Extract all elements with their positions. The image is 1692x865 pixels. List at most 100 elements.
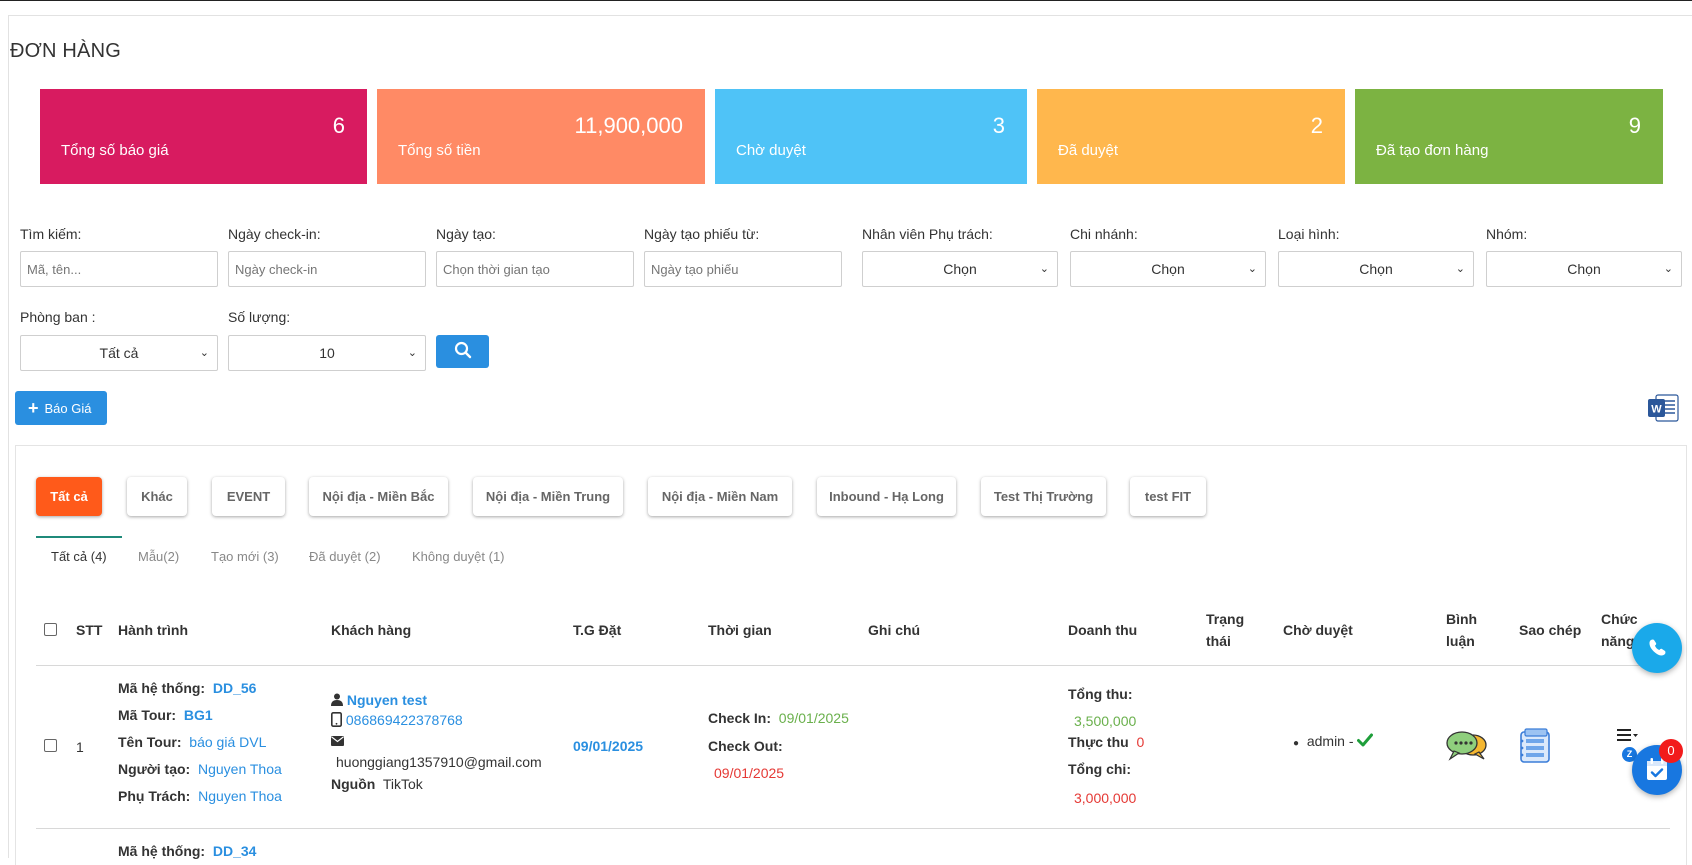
customer-name-link[interactable]: Nguyen test bbox=[346, 692, 428, 708]
category-tab-inbound-halong[interactable]: Inbound - Hạ Long bbox=[817, 477, 956, 516]
actual-income: Thực thu 0 bbox=[1068, 734, 1145, 750]
check-in-date: 09/01/2025 bbox=[778, 710, 849, 726]
category-tab-test-fit[interactable]: test FIT bbox=[1130, 477, 1206, 516]
group-select[interactable]: Chọn ⌄ bbox=[1486, 251, 1682, 287]
quantity-label: Số lượng: bbox=[228, 309, 291, 325]
tour-code-link[interactable]: BG1 bbox=[183, 707, 213, 723]
ticket-date-label: Ngày tạo phiếu từ: bbox=[644, 226, 760, 242]
actual-income-value: 0 bbox=[1136, 734, 1145, 750]
header-functions: Chức năng bbox=[1601, 608, 1638, 652]
stat-card-orders-created: 9 Đã tạo đơn hàng bbox=[1355, 89, 1663, 184]
ticket-date-input[interactable] bbox=[644, 251, 842, 287]
in-charge-link[interactable]: Nguyen Thoa bbox=[198, 788, 282, 804]
check-icon bbox=[1357, 733, 1374, 747]
add-quote-label: Báo Giá bbox=[44, 401, 92, 416]
row-divider bbox=[36, 828, 1670, 829]
status-tab-template[interactable]: Mẫu(2) bbox=[138, 549, 180, 564]
header-status: Trạng thái bbox=[1206, 608, 1244, 652]
customer-email-icon-line bbox=[331, 731, 344, 751]
search-button[interactable] bbox=[436, 335, 489, 368]
header-status-line1: Trạng bbox=[1206, 611, 1245, 627]
header-route: Hành trình bbox=[118, 622, 188, 638]
zalo-icon[interactable]: Z bbox=[1622, 747, 1637, 762]
header-stt: STT bbox=[76, 622, 103, 638]
customer-email: huonggiang1357910@gmail.com bbox=[336, 754, 542, 770]
header-booking-time: T.G Đặt bbox=[573, 622, 622, 638]
type-select[interactable]: Chọn ⌄ bbox=[1278, 251, 1474, 287]
header-comment: Bình luận bbox=[1446, 608, 1477, 652]
total-income-value: 3,500,000 bbox=[1074, 713, 1137, 729]
stat-card-pending: 3 Chờ duyệt bbox=[715, 89, 1027, 184]
system-code-link[interactable]: DD_34 bbox=[212, 843, 257, 859]
creator-link[interactable]: Nguyen Thoa bbox=[197, 761, 282, 777]
search-input[interactable] bbox=[20, 251, 218, 287]
header-copy: Sao chép bbox=[1519, 622, 1582, 638]
copy-icon[interactable] bbox=[1519, 728, 1553, 764]
header-customer: Khách hàng bbox=[331, 622, 412, 638]
chevron-down-icon: ⌄ bbox=[1247, 263, 1257, 275]
stat-value: 11,900,000 bbox=[574, 113, 683, 138]
status-tab-all[interactable]: Tất cả (4) bbox=[51, 549, 107, 564]
group-select-value: Chọn bbox=[1567, 261, 1601, 277]
select-all-checkbox[interactable] bbox=[44, 623, 57, 636]
envelope-icon bbox=[331, 736, 344, 746]
search-icon bbox=[454, 341, 471, 359]
stat-value: 3 bbox=[992, 113, 1005, 138]
calendar-button[interactable] bbox=[1632, 745, 1682, 795]
status-tab-rejected[interactable]: Không duyệt (1) bbox=[412, 549, 505, 564]
route-creator: Người tạo: Nguyen Thoa bbox=[118, 761, 282, 777]
user-icon bbox=[331, 693, 343, 706]
quantity-select[interactable]: 10 ⌄ bbox=[228, 335, 426, 371]
header-functions-line1: Chức bbox=[1601, 611, 1638, 627]
comment-icon[interactable] bbox=[1446, 730, 1488, 762]
stat-card-total-amount: 11,900,000 Tổng số tiền bbox=[377, 89, 705, 184]
customer-source: Nguồn TikTok bbox=[331, 776, 423, 792]
group-label: Nhóm: bbox=[1486, 226, 1528, 242]
customer-name: Nguyen test bbox=[331, 690, 427, 710]
word-export-icon[interactable]: W bbox=[1646, 393, 1680, 423]
category-tab-all[interactable]: Tất cả bbox=[36, 477, 102, 516]
tour-name-link[interactable]: báo giá DVL bbox=[189, 734, 267, 750]
branch-select[interactable]: Chọn ⌄ bbox=[1070, 251, 1266, 287]
approver-item: ● admin - bbox=[1293, 731, 1374, 754]
top-border bbox=[0, 0, 1692, 1]
route-system-code: Mã hệ thống: DD_34 bbox=[118, 843, 257, 859]
staff-select[interactable]: Chọn ⌄ bbox=[862, 251, 1058, 287]
header-note: Ghi chú bbox=[868, 622, 921, 638]
status-tab-approved[interactable]: Đã duyệt (2) bbox=[309, 549, 381, 564]
category-tab-other[interactable]: Khác bbox=[127, 477, 187, 516]
route-in-charge: Phụ Trách: Nguyen Thoa bbox=[118, 788, 282, 804]
route-tour-code: Mã Tour: BG1 bbox=[118, 707, 213, 723]
customer-phone-link[interactable]: 086869422378768 bbox=[345, 712, 463, 728]
add-quote-button[interactable]: + Báo Giá bbox=[15, 391, 107, 425]
approver-name: admin - bbox=[1306, 733, 1354, 749]
chevron-down-icon: ⌄ bbox=[1455, 263, 1465, 275]
call-button[interactable] bbox=[1632, 623, 1682, 673]
department-select[interactable]: Tất cả ⌄ bbox=[20, 335, 218, 371]
header-divider bbox=[36, 665, 1670, 666]
department-select-value: Tất cả bbox=[99, 345, 139, 361]
category-tab-domestic-north[interactable]: Nội địa - Miền Bắc bbox=[309, 477, 448, 516]
stat-label: Đã tạo đơn hàng bbox=[1376, 142, 1489, 159]
category-tab-event[interactable]: EVENT bbox=[212, 477, 285, 516]
check-in: Check In: 09/01/2025 bbox=[708, 710, 849, 726]
created-date-input[interactable] bbox=[436, 251, 634, 287]
status-tab-new[interactable]: Tạo mới (3) bbox=[211, 549, 279, 564]
quotes-panel bbox=[15, 445, 1687, 865]
row-checkbox[interactable] bbox=[44, 739, 57, 752]
header-pending: Chờ duyệt bbox=[1283, 622, 1353, 638]
system-code-link[interactable]: DD_56 bbox=[212, 680, 257, 696]
active-tab-indicator bbox=[36, 536, 122, 538]
category-tab-domestic-central[interactable]: Nội địa - Miền Trung bbox=[473, 477, 623, 516]
checkin-input[interactable] bbox=[228, 251, 426, 287]
check-out-label: Check Out: bbox=[708, 738, 783, 754]
route-system-code: Mã hệ thống: DD_56 bbox=[118, 680, 257, 696]
phone-icon bbox=[1649, 639, 1666, 656]
bullet: ● bbox=[1293, 738, 1300, 749]
total-income-label: Tổng thu: bbox=[1068, 686, 1133, 702]
function-menu-icon[interactable] bbox=[1617, 727, 1639, 743]
page-title: ĐƠN HÀNG bbox=[10, 40, 121, 62]
category-tab-market-test[interactable]: Test Thị Trường bbox=[981, 477, 1106, 516]
category-tab-domestic-south[interactable]: Nội địa - Miền Nam bbox=[648, 477, 792, 516]
total-expense-label: Tổng chi: bbox=[1068, 761, 1131, 777]
